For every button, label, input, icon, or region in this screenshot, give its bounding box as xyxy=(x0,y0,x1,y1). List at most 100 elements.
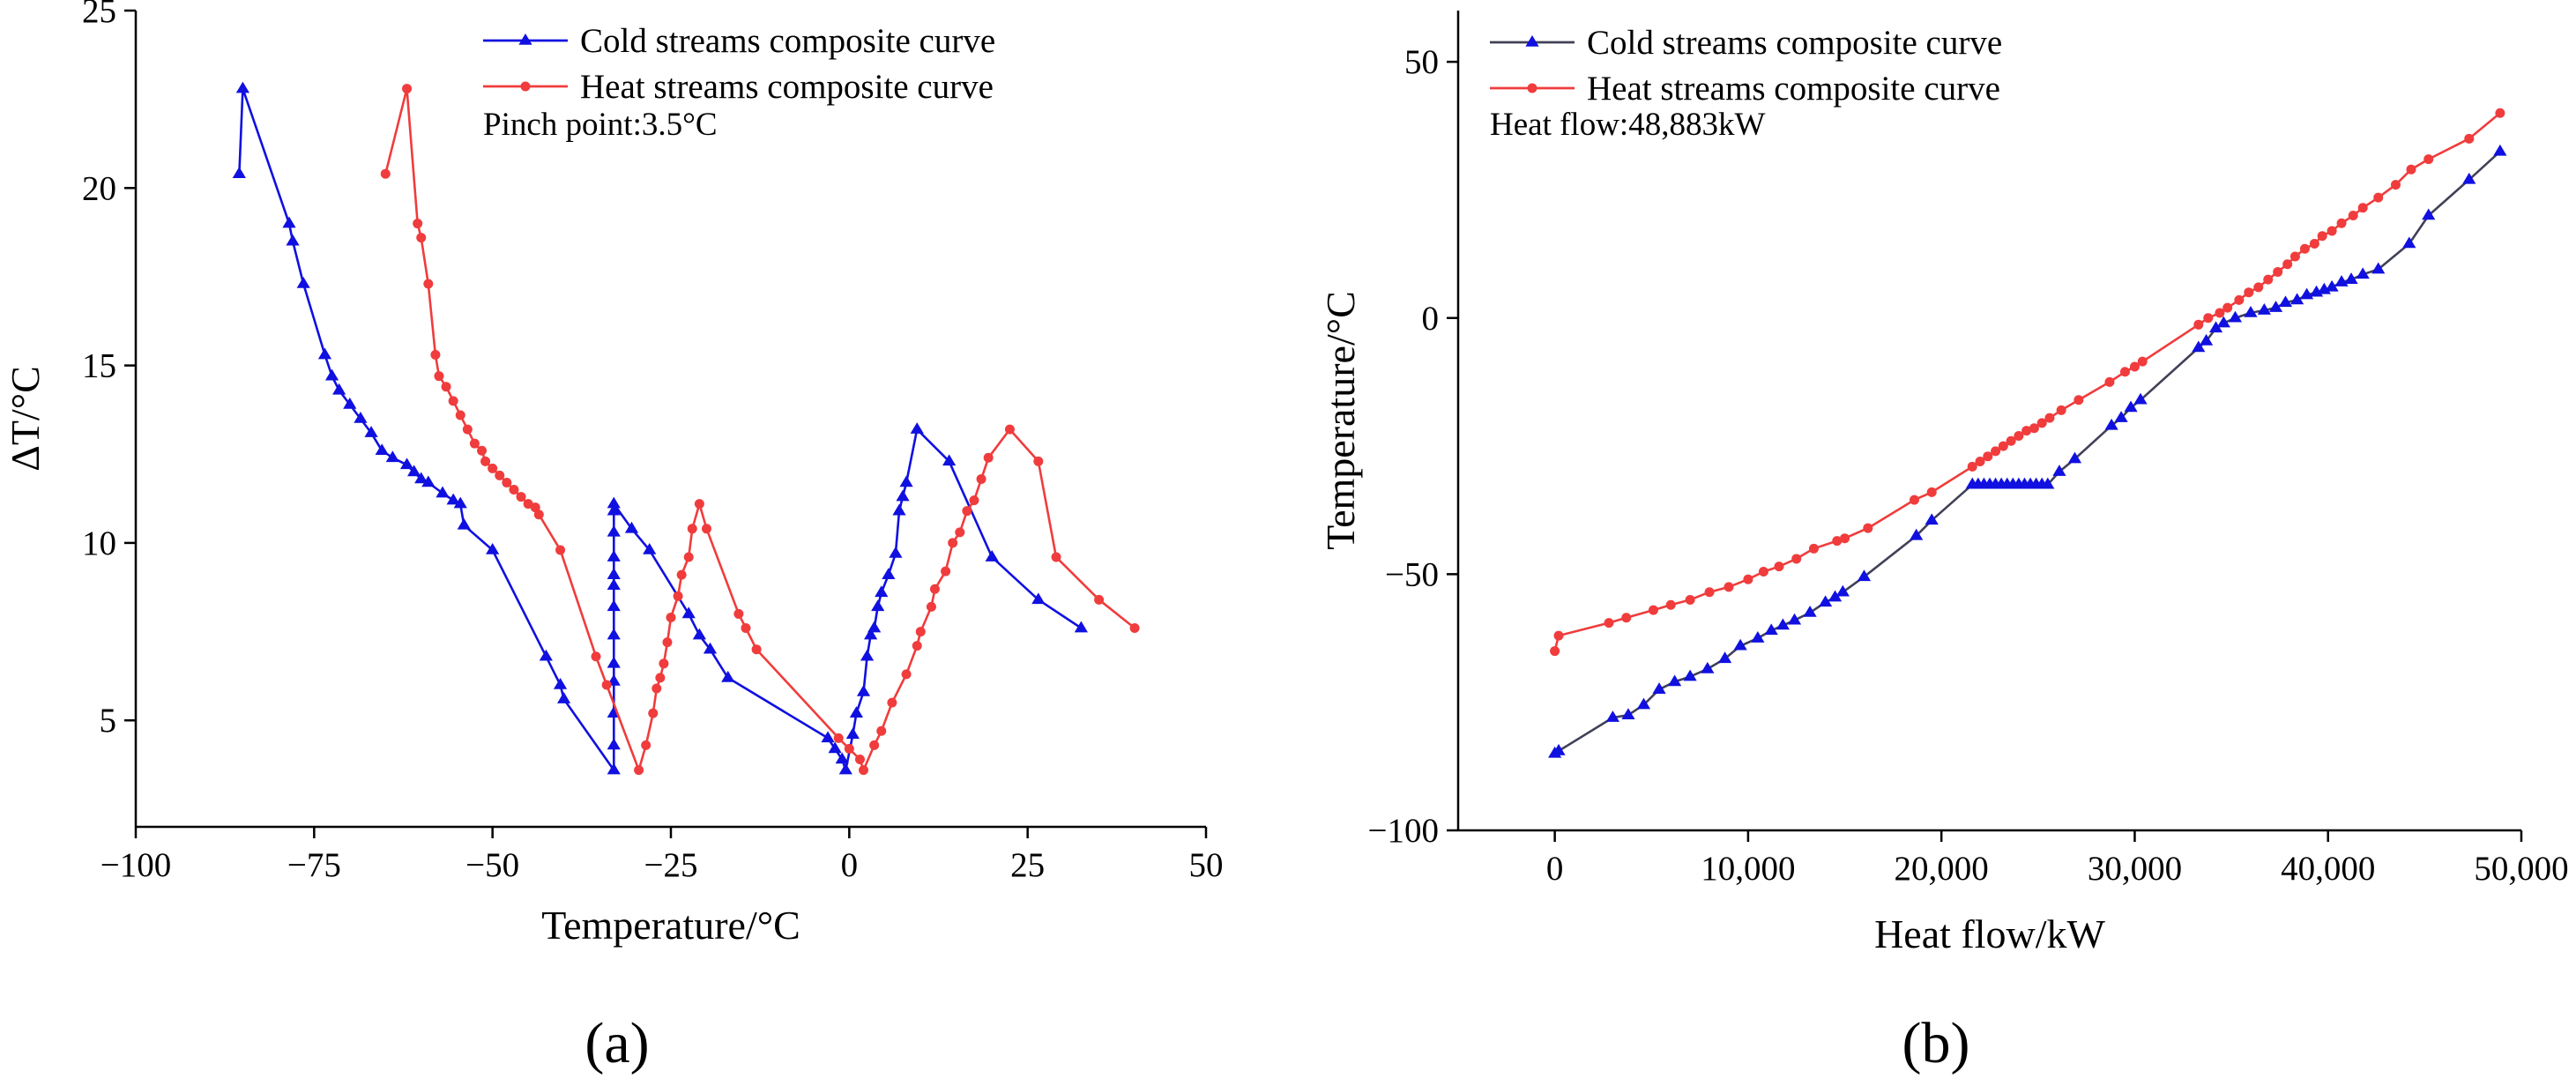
data-point xyxy=(703,642,718,654)
data-point xyxy=(1621,613,1632,623)
data-point xyxy=(833,733,844,743)
data-point xyxy=(2052,465,2066,476)
data-point xyxy=(2203,313,2214,324)
data-point xyxy=(2390,180,2401,190)
data-point xyxy=(2493,144,2507,156)
y-tick-label: −50 xyxy=(1385,555,1439,593)
data-point xyxy=(2406,164,2416,175)
legend-marker xyxy=(1525,35,1539,47)
data-point xyxy=(2253,282,2264,293)
data-point xyxy=(1033,456,1044,466)
y-tick-label: 10 xyxy=(82,524,116,562)
data-point xyxy=(2325,279,2339,292)
data-point xyxy=(1004,424,1015,435)
data-point xyxy=(871,599,885,612)
data-point xyxy=(286,234,300,246)
data-point xyxy=(838,762,852,775)
data-point xyxy=(2044,413,2055,423)
data-point xyxy=(2495,108,2505,118)
x-tick-label: 0 xyxy=(1546,850,1564,888)
data-point xyxy=(1552,743,1566,755)
data-point xyxy=(1791,554,1802,564)
data-point xyxy=(899,475,913,487)
data-point xyxy=(1685,594,1695,605)
data-point xyxy=(641,740,651,750)
legend-label: Cold streams composite curve xyxy=(1587,24,2002,62)
data-point xyxy=(2464,133,2475,144)
data-point xyxy=(2056,405,2066,415)
data-point xyxy=(969,495,979,506)
data-point xyxy=(733,608,744,619)
x-tick-label: 20,000 xyxy=(1895,850,1989,888)
data-point xyxy=(385,450,399,463)
data-point xyxy=(555,545,566,555)
y-tick-label: −100 xyxy=(1368,812,1440,850)
x-tick-label: 10,000 xyxy=(1701,850,1795,888)
data-point xyxy=(553,677,568,689)
data-point xyxy=(2222,302,2233,313)
legend: Cold streams composite curve Heat streams… xyxy=(1490,24,2002,108)
data-point xyxy=(2006,435,2016,446)
data-point xyxy=(413,219,423,229)
data-point xyxy=(2129,361,2140,372)
data-point xyxy=(1051,552,1061,562)
data-point xyxy=(2193,319,2204,330)
data-point xyxy=(655,673,666,683)
x-axis-label: Heat flow/kW xyxy=(1874,911,2105,956)
data-point xyxy=(2373,192,2384,203)
data-point xyxy=(681,606,696,619)
data-point xyxy=(2119,367,2130,377)
y-tick-label: 0 xyxy=(1422,300,1440,338)
data-point xyxy=(926,601,936,612)
data-point xyxy=(701,524,711,534)
data-point xyxy=(2215,308,2225,318)
panel-label-b: (b) xyxy=(1902,1011,1970,1075)
y-axis-label: ΔT/°C xyxy=(3,366,48,472)
x-tick-label: −25 xyxy=(644,846,698,884)
data-point xyxy=(469,438,480,449)
data-point xyxy=(2289,251,2300,262)
data-point xyxy=(721,670,735,682)
data-point xyxy=(844,743,854,754)
data-point xyxy=(867,621,882,633)
data-point xyxy=(2104,376,2115,387)
data-point xyxy=(1652,682,1666,694)
chart-a: −100 −75 −50 −25 0 25 50 5 10 15 20 25 Temperature/°… xyxy=(3,0,1224,948)
data-point xyxy=(687,524,697,534)
panel-label-a: (a) xyxy=(584,1011,649,1075)
data-point xyxy=(414,472,428,484)
data-point xyxy=(232,167,246,178)
data-point xyxy=(502,477,512,487)
data-point xyxy=(421,475,436,487)
data-point xyxy=(1094,594,1105,605)
data-point xyxy=(1863,523,1873,533)
y-tick-label: 50 xyxy=(1404,43,1439,81)
data-point xyxy=(423,279,434,289)
data-point xyxy=(2234,294,2245,305)
data-point xyxy=(1975,457,1985,466)
data-point xyxy=(845,727,860,740)
data-point xyxy=(2216,316,2230,328)
legend-label: Heat streams composite curve xyxy=(580,68,994,106)
data-point xyxy=(607,503,621,516)
data-point xyxy=(1553,630,1564,641)
data-point xyxy=(486,542,500,554)
data-point xyxy=(557,692,571,703)
data-point xyxy=(2423,154,2434,165)
data-point xyxy=(869,740,880,750)
data-point xyxy=(1808,543,1819,554)
series-line xyxy=(384,87,1135,771)
data-point xyxy=(1724,582,1734,592)
data-point xyxy=(441,382,451,392)
x-tick-label: 0 xyxy=(841,846,859,884)
y-tick-label: 15 xyxy=(82,347,116,385)
data-point xyxy=(1129,623,1140,634)
data-point xyxy=(509,485,519,495)
data-point xyxy=(354,412,368,423)
data-point xyxy=(2357,203,2368,213)
data-point xyxy=(962,506,972,517)
data-point xyxy=(942,454,957,466)
data-point xyxy=(2041,477,2055,489)
data-point xyxy=(607,524,621,537)
data-point xyxy=(343,397,357,409)
